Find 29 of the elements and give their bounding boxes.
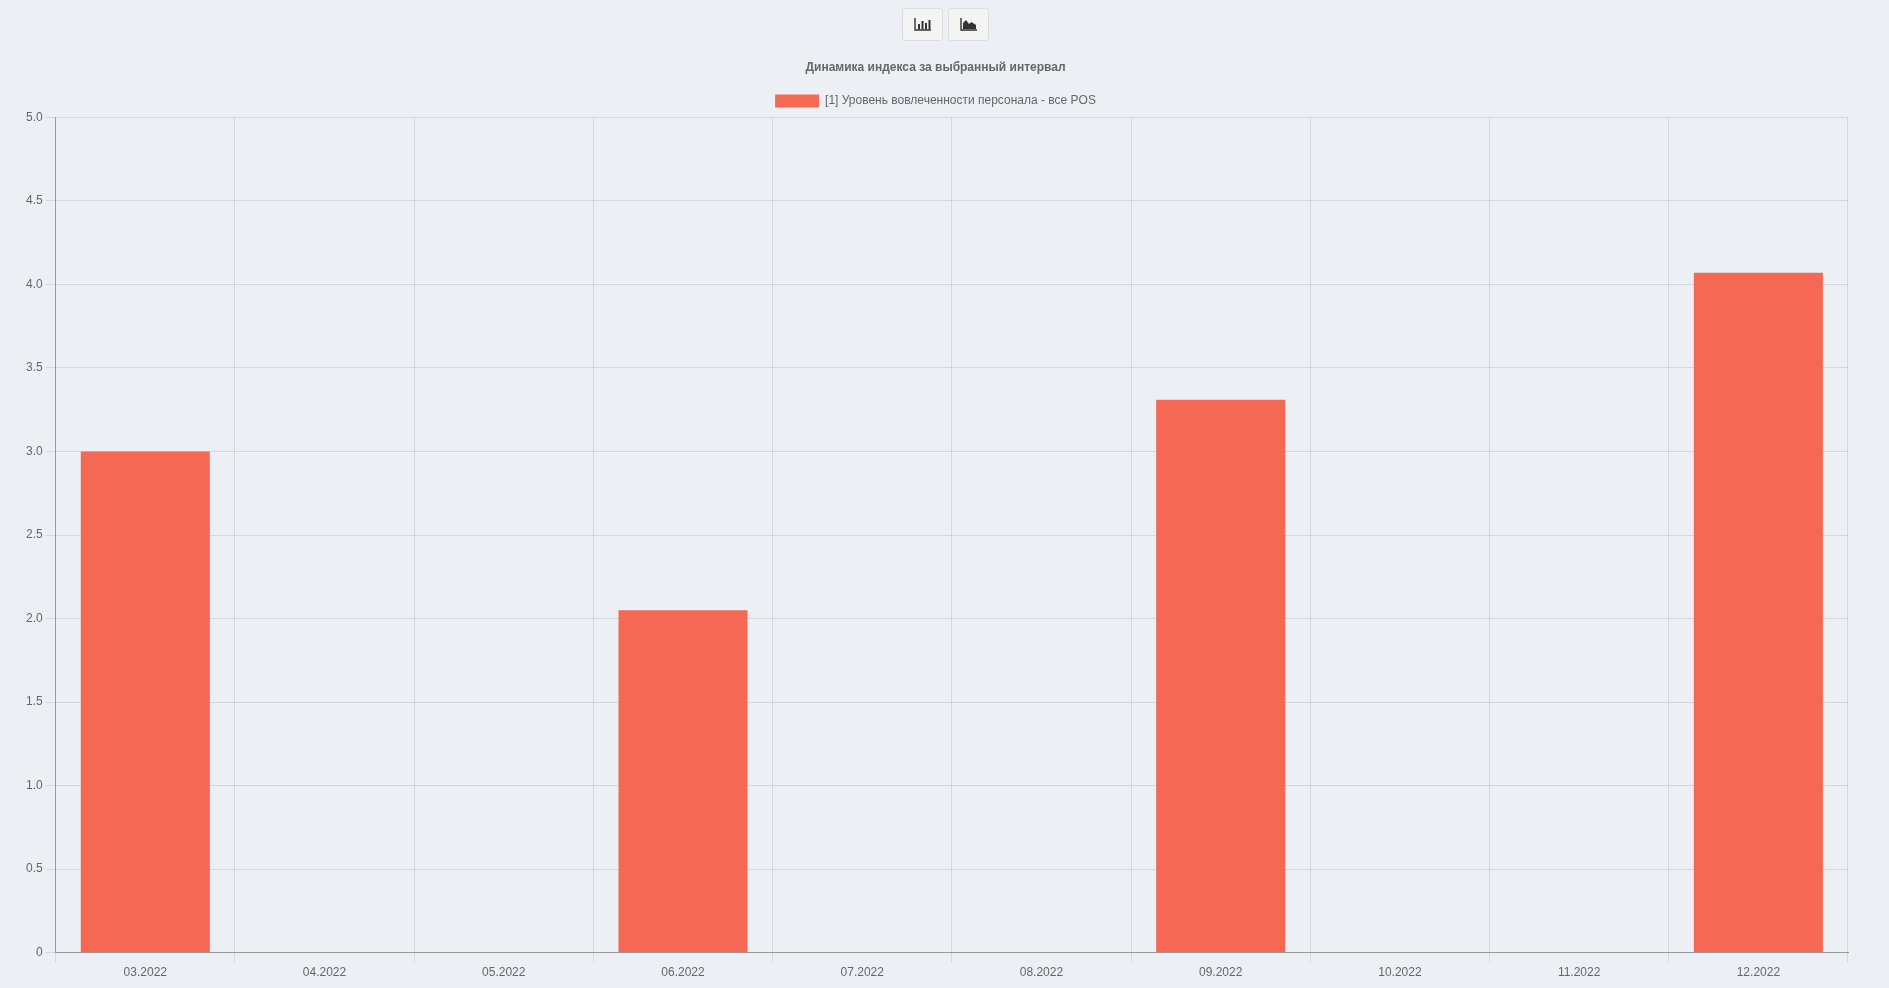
chart-title: Динамика индекса за выбранный интервал [805,59,1066,74]
y-tick-label: 1.5 [25,694,43,709]
x-tick-label: 12.2022 [1736,965,1781,980]
legend-label: [1] Уровень вовлеченности персонала - все POS [825,93,1096,108]
y-tick-label: 2.0 [25,610,43,625]
x-tick-label: 11.2022 [1557,965,1601,980]
bar [618,610,748,953]
x-tick-label: 07.2022 [840,965,885,980]
bar [1693,272,1823,953]
y-tick-label: 5.0 [25,109,43,124]
y-tick-label: 2.5 [25,527,43,542]
x-tick-label: 04.2022 [302,965,347,980]
x-tick-label: 10.2022 [1378,965,1422,980]
x-tick-label: 03.2022 [123,965,168,980]
y-tick-label: 4.5 [25,193,43,208]
y-tick-label: 0.5 [25,861,43,876]
y-tick-label: 3.5 [25,360,43,375]
y-tick-label: 4.0 [25,276,43,291]
area-chart-button[interactable] [948,8,989,41]
bar-chart-button[interactable] [902,8,943,41]
x-tick-label: 09.2022 [1198,965,1243,980]
bar [1156,399,1286,953]
bar [80,451,210,953]
y-tick-label: 0 [35,944,43,959]
y-tick-label: 1.0 [25,777,43,792]
x-tick-label: 05.2022 [482,965,526,980]
x-tick-label: 08.2022 [1019,965,1064,980]
y-tick-label: 3.0 [25,443,43,458]
x-tick-label: 06.2022 [661,965,705,980]
